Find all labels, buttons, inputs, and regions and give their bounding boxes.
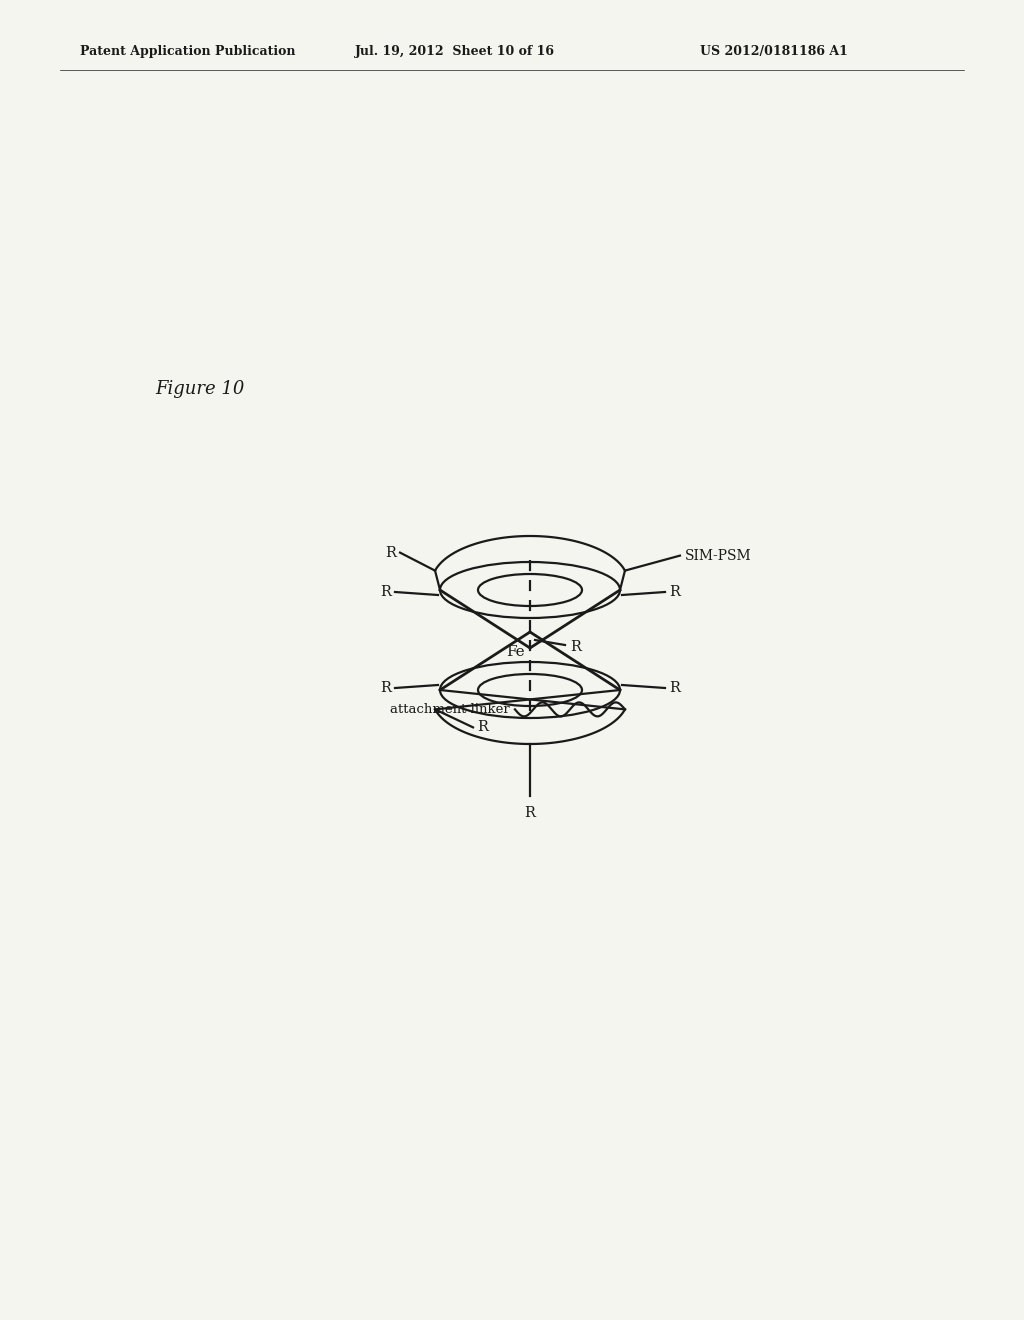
Text: Jul. 19, 2012  Sheet 10 of 16: Jul. 19, 2012 Sheet 10 of 16	[355, 45, 555, 58]
Text: US 2012/0181186 A1: US 2012/0181186 A1	[700, 45, 848, 58]
Text: R: R	[380, 681, 391, 696]
Text: R: R	[477, 721, 487, 734]
Text: attachment linker: attachment linker	[390, 702, 510, 715]
Text: R: R	[669, 681, 680, 696]
Text: R: R	[380, 585, 391, 599]
Text: R: R	[570, 640, 581, 653]
Ellipse shape	[478, 574, 582, 606]
Ellipse shape	[478, 675, 582, 706]
Text: Fe: Fe	[507, 645, 525, 659]
Text: SIM-PSM: SIM-PSM	[685, 549, 752, 562]
Text: Patent Application Publication: Patent Application Publication	[80, 45, 296, 58]
Text: Figure 10: Figure 10	[155, 380, 245, 399]
Text: R: R	[669, 585, 680, 599]
Text: R: R	[385, 545, 396, 560]
Text: R: R	[524, 807, 536, 820]
